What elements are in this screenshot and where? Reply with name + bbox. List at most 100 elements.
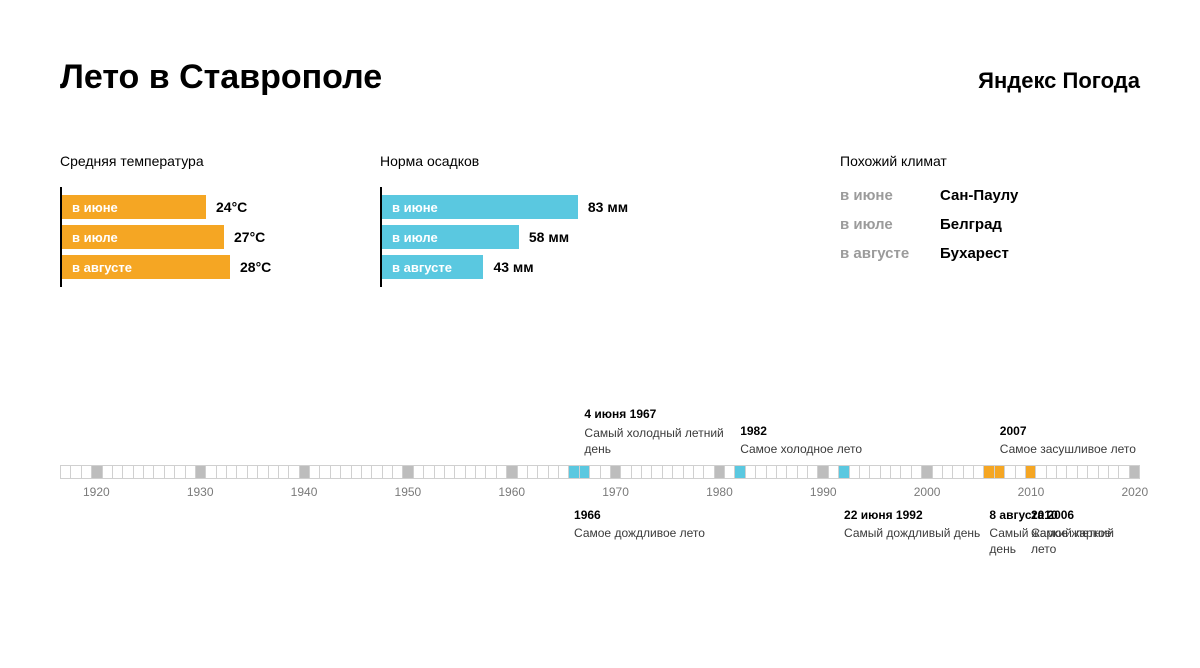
timeline-cell — [91, 465, 101, 479]
decade-label: 1970 — [602, 485, 629, 499]
timeline-cell — [859, 465, 869, 479]
timeline-cell — [1118, 465, 1128, 479]
timeline-cell — [1077, 465, 1087, 479]
temperature-bars: в июне24°Св июле27°Св августе28°С — [60, 187, 380, 287]
panel-title: Средняя температура — [60, 153, 380, 169]
callout-date: 22 июня 1992 — [844, 507, 980, 523]
timeline-cell — [869, 465, 879, 479]
timeline-cell — [112, 465, 122, 479]
timeline-cell — [247, 465, 257, 479]
timeline-cell — [299, 465, 309, 479]
timeline-cell — [309, 465, 319, 479]
timeline-cell — [205, 465, 215, 479]
timeline-cell — [1129, 465, 1140, 479]
timeline-cell — [890, 465, 900, 479]
timeline-cell — [122, 465, 132, 479]
timeline-cell — [932, 465, 942, 479]
timeline-cell — [1004, 465, 1014, 479]
panel-precipitation: Норма осадков в июне83 ммв июле58 ммв ав… — [380, 153, 780, 287]
page-title: Лето в Ставрополе — [60, 58, 382, 97]
callout-desc: Самое дождливое лето — [574, 525, 705, 541]
decade-label: 2020 — [1121, 485, 1148, 499]
timeline-cell — [620, 465, 630, 479]
timeline-cell — [133, 465, 143, 479]
panels: Средняя температура в июне24°Св июле27°С… — [60, 153, 1140, 287]
timeline-cell — [278, 465, 288, 479]
callout-date: 2007 — [1000, 423, 1136, 439]
bar-value: 58 мм — [529, 229, 569, 245]
timeline-track — [60, 465, 1140, 479]
timeline-cell — [153, 465, 163, 479]
panel-climate: Похожий климат в июнеСан-Паулув июлеБелг… — [840, 153, 1140, 287]
timeline-cell — [485, 465, 495, 479]
climate-rows: в июнеСан-Паулув июлеБелградв августеБух… — [840, 187, 1140, 262]
callout-desc: Самое жаркое лето — [1031, 525, 1140, 557]
timeline-callout: 2010 Самое жаркое лето — [1031, 507, 1140, 558]
timeline-cell — [921, 465, 931, 479]
callout-date: 2010 — [1031, 507, 1140, 523]
timeline-cell — [548, 465, 558, 479]
timeline-cell — [444, 465, 454, 479]
bar: в августе — [62, 255, 230, 279]
timeline-cell — [102, 465, 112, 479]
timeline-cell — [517, 465, 527, 479]
bar-row: в августе28°С — [62, 255, 380, 279]
bar-value: 27°С — [234, 229, 265, 245]
climate-month: в июне — [840, 187, 940, 204]
timeline-cell — [537, 465, 547, 479]
timeline-cell — [371, 465, 381, 479]
timeline-cell — [1025, 465, 1035, 479]
timeline-cell — [423, 465, 433, 479]
timeline-cell — [817, 465, 827, 479]
timeline-cell — [496, 465, 506, 479]
timeline-cell — [506, 465, 516, 479]
bar: в июле — [382, 225, 519, 249]
timeline-cell — [330, 465, 340, 479]
timeline-cell — [651, 465, 661, 479]
timeline-cell — [475, 465, 485, 479]
timeline-cell — [641, 465, 651, 479]
timeline-cell — [724, 465, 734, 479]
timeline-cell — [1035, 465, 1045, 479]
timeline-cell — [745, 465, 755, 479]
bar-value: 83 мм — [588, 199, 628, 215]
timeline-cell — [631, 465, 641, 479]
timeline-cell — [434, 465, 444, 479]
timeline-cell — [994, 465, 1004, 479]
decade-label: 1990 — [810, 485, 837, 499]
timeline-cell — [1056, 465, 1066, 479]
timeline: 1920193019401950196019701980199020002010… — [60, 357, 1140, 587]
timeline-cell — [1015, 465, 1025, 479]
callout-date: 1966 — [574, 507, 705, 523]
timeline-cell — [703, 465, 713, 479]
timeline-cell — [828, 465, 838, 479]
climate-row: в июнеСан-Паулу — [840, 187, 1140, 204]
decade-label: 1980 — [706, 485, 733, 499]
timeline-cell — [226, 465, 236, 479]
timeline-cell — [600, 465, 610, 479]
timeline-cell — [195, 465, 205, 479]
timeline-callout: 2007 Самое засушливое лето — [1000, 423, 1136, 457]
climate-city: Сан-Паулу — [940, 187, 1018, 204]
timeline-cell — [268, 465, 278, 479]
callout-date: 1982 — [740, 423, 862, 439]
timeline-cell — [216, 465, 226, 479]
timeline-cell — [1108, 465, 1118, 479]
timeline-cell — [610, 465, 620, 479]
callout-desc: Самое засушливое лето — [1000, 441, 1136, 457]
panel-temperature: Средняя температура в июне24°Св июле27°С… — [60, 153, 380, 287]
timeline-cell — [527, 465, 537, 479]
timeline-cell — [983, 465, 993, 479]
callout-desc: Самый холодный летний день — [584, 425, 724, 457]
header: Лето в Ставрополе Яндекс Погода — [60, 58, 1140, 97]
timeline-cell — [1098, 465, 1108, 479]
climate-city: Бухарест — [940, 245, 1009, 262]
timeline-cell — [579, 465, 589, 479]
timeline-cell — [60, 465, 70, 479]
timeline-cell — [900, 465, 910, 479]
timeline-cell — [465, 465, 475, 479]
timeline-cell — [70, 465, 80, 479]
decade-label: 1920 — [83, 485, 110, 499]
timeline-cell — [1087, 465, 1097, 479]
timeline-cell — [236, 465, 246, 479]
